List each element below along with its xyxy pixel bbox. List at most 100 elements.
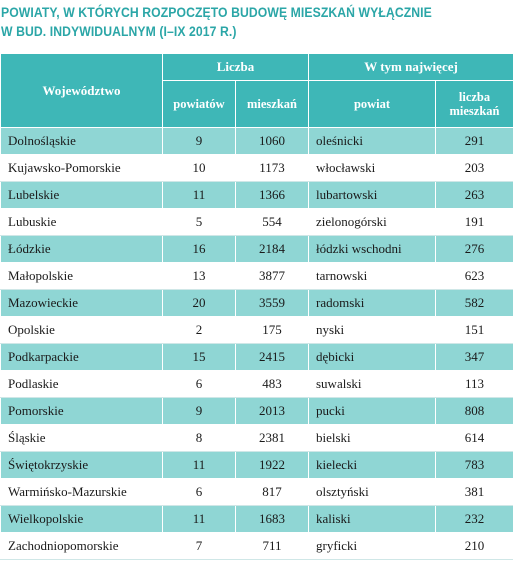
cell-liczba-mieszkan: 582 [435, 289, 513, 317]
cell-powiat: lubartowski [308, 181, 436, 209]
cell-mieszkan: 1060 [235, 127, 309, 155]
cell-wojewodztwo: Mazowieckie [0, 289, 163, 317]
cell-wojewodztwo: Lubelskie [0, 181, 163, 209]
cell-mieszkan: 2184 [235, 235, 309, 263]
cell-wojewodztwo: Warmińsko-Mazurskie [0, 478, 163, 506]
header-wojewodztwo: Województwo [0, 53, 163, 128]
cell-wojewodztwo: Małopolskie [0, 262, 163, 290]
cell-powiat: oleśnicki [308, 127, 436, 155]
cell-mieszkan: 711 [235, 532, 309, 560]
cell-powiatow: 6 [162, 370, 236, 398]
cell-mieszkan: 1173 [235, 154, 309, 182]
cell-liczba-mieszkan: 347 [435, 343, 513, 371]
cell-wojewodztwo: Dolnośląskie [0, 127, 163, 155]
table-row: Podkarpackie 15 2415 dębicki 347 [0, 343, 513, 371]
cell-powiatow: 7 [162, 532, 236, 560]
table-row: Wielkopolskie 11 1683 kaliski 232 [0, 505, 513, 533]
cell-mieszkan: 175 [235, 316, 309, 344]
header-liczba: Liczba [162, 53, 309, 81]
cell-wojewodztwo: Kujawsko-Pomorskie [0, 154, 163, 182]
header-liczba-mieszkan-line-2: mieszkań [449, 104, 500, 118]
cell-mieszkan: 1366 [235, 181, 309, 209]
cell-powiatow: 6 [162, 478, 236, 506]
cell-powiat: tarnowski [308, 262, 436, 290]
cell-liczba-mieszkan: 113 [435, 370, 513, 398]
cell-wojewodztwo: Pomorskie [0, 397, 163, 425]
cell-liczba-mieszkan: 203 [435, 154, 513, 182]
cell-powiat: radomski [308, 289, 436, 317]
cell-powiat: pucki [308, 397, 436, 425]
table-row: Łódzkie 16 2184 łódzki wschodni 276 [0, 235, 513, 263]
cell-mieszkan: 554 [235, 208, 309, 236]
table-body: Dolnośląskie 9 1060 oleśnicki 291 Kujawsko-Po… [0, 127, 513, 560]
table-title-line-2: W BUD. INDYWIDUALNYM (I–IX 2017 R.) [1, 24, 237, 40]
cell-mieszkan: 3559 [235, 289, 309, 317]
cell-powiat: zielonogórski [308, 208, 436, 236]
cell-powiatow: 11 [162, 181, 236, 209]
cell-wojewodztwo: Lubuskie [0, 208, 163, 236]
table-row: Dolnośląskie 9 1060 oleśnicki 291 [0, 127, 513, 155]
table-row: Podlaskie 6 483 suwalski 113 [0, 370, 513, 398]
header-w-tym-najwiecej: W tym najwięcej [308, 53, 513, 81]
cell-wojewodztwo: Wielkopolskie [0, 505, 163, 533]
header-powiat: powiat [308, 80, 436, 128]
table-row: Pomorskie 9 2013 pucki 808 [0, 397, 513, 425]
cell-powiatow: 11 [162, 505, 236, 533]
cell-mieszkan: 2381 [235, 424, 309, 452]
table-row: Śląskie 8 2381 bielski 614 [0, 424, 513, 452]
cell-powiat: nyski [308, 316, 436, 344]
cell-wojewodztwo: Zachodniopomorskie [0, 532, 163, 560]
table-row: Opolskie 2 175 nyski 151 [0, 316, 513, 344]
cell-wojewodztwo: Świętokrzyskie [0, 451, 163, 479]
cell-powiat: gryficki [308, 532, 436, 560]
cell-liczba-mieszkan: 291 [435, 127, 513, 155]
cell-powiat: dębicki [308, 343, 436, 371]
cell-mieszkan: 1683 [235, 505, 309, 533]
cell-powiat: kielecki [308, 451, 436, 479]
cell-powiat: suwalski [308, 370, 436, 398]
cell-liczba-mieszkan: 210 [435, 532, 513, 560]
cell-mieszkan: 3877 [235, 262, 309, 290]
cell-powiatow: 8 [162, 424, 236, 452]
cell-liczba-mieszkan: 276 [435, 235, 513, 263]
header-mieszkan: mieszkań [235, 80, 309, 128]
table-title: POWIATY, W KTÓRYCH ROZPOCZĘTO BUDOWĘ MIE… [1, 4, 441, 42]
cell-wojewodztwo: Opolskie [0, 316, 163, 344]
cell-liczba-mieszkan: 783 [435, 451, 513, 479]
cell-powiat: włocławski [308, 154, 436, 182]
cell-powiat: kaliski [308, 505, 436, 533]
cell-liczba-mieszkan: 808 [435, 397, 513, 425]
table-row: Lubuskie 5 554 zielonogórski 191 [0, 208, 513, 236]
cell-liczba-mieszkan: 263 [435, 181, 513, 209]
header-powiatow: powiatów [162, 80, 236, 128]
cell-wojewodztwo: Śląskie [0, 424, 163, 452]
cell-powiatow: 9 [162, 127, 236, 155]
table-row: Mazowieckie 20 3559 radomski 582 [0, 289, 513, 317]
table-header: Województwo Liczba W tym najwięcej powia… [0, 53, 513, 128]
table-row: Warmińsko-Mazurskie 6 817 olsztyński 381 [0, 478, 513, 506]
cell-powiat: łódzki wschodni [308, 235, 436, 263]
cell-powiatow: 20 [162, 289, 236, 317]
cell-wojewodztwo: Podkarpackie [0, 343, 163, 371]
cell-liczba-mieszkan: 151 [435, 316, 513, 344]
cell-mieszkan: 817 [235, 478, 309, 506]
cell-mieszkan: 1922 [235, 451, 309, 479]
cell-powiatow: 2 [162, 316, 236, 344]
cell-wojewodztwo: Podlaskie [0, 370, 163, 398]
cell-liczba-mieszkan: 191 [435, 208, 513, 236]
table-title-line-1: POWIATY, W KTÓRYCH ROZPOCZĘTO BUDOWĘ MIE… [1, 5, 432, 21]
table-row: Małopolskie 13 3877 tarnowski 623 [0, 262, 513, 290]
cell-mieszkan: 483 [235, 370, 309, 398]
cell-powiatow: 5 [162, 208, 236, 236]
cell-powiatow: 9 [162, 397, 236, 425]
cell-powiat: olsztyński [308, 478, 436, 506]
table-row: Zachodniopomorskie 7 711 gryficki 210 [0, 532, 513, 560]
table-row: Świętokrzyskie 11 1922 kielecki 783 [0, 451, 513, 479]
cell-powiatow: 13 [162, 262, 236, 290]
header-liczba-mieszkan-line-1: liczba [458, 90, 491, 104]
cell-powiatow: 11 [162, 451, 236, 479]
data-table: Województwo Liczba W tym najwięcej powia… [0, 53, 513, 560]
table-row: Kujawsko-Pomorskie 10 1173 włocławski 203 [0, 154, 513, 182]
cell-liczba-mieszkan: 623 [435, 262, 513, 290]
cell-liczba-mieszkan: 614 [435, 424, 513, 452]
